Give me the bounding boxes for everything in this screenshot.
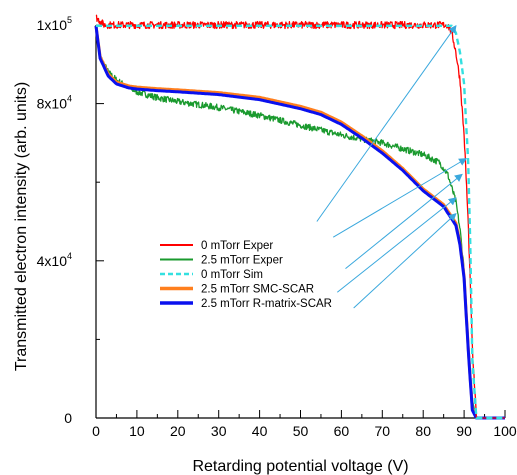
legend: 0 mTorr Exper 2.5 mTorr Exper 0 mTorr Sim 2…	[160, 240, 332, 310]
series-line-0-mtorr-sim	[95, 24, 506, 420]
plot-area	[94, 14, 506, 420]
annotation-arrow	[316, 24, 457, 222]
x-tick-label: 50	[293, 423, 309, 439]
y-axis-title: Transmitted electron intensity (arb. uni…	[13, 82, 30, 371]
x-tick-label: 10	[129, 423, 145, 439]
x-tick-label: 40	[252, 423, 268, 439]
legend-label: 2.5 mTorr SMC-SCAR	[201, 284, 314, 296]
series-line-0-mtorr-exper	[95, 14, 505, 419]
legend-label: 0 mTorr Sim	[201, 269, 263, 281]
x-tick-label: 100	[493, 423, 517, 439]
x-tick-label: 70	[375, 423, 391, 439]
x-tick-label: 20	[170, 423, 186, 439]
x-tick-label: 30	[211, 423, 227, 439]
x-tick-label: 60	[334, 423, 350, 439]
legend-label: 2.5 mTorr R-matrix-SCAR	[201, 298, 332, 310]
y-tick-label: 0	[64, 410, 72, 426]
series-line-2-5-mtorr-exper	[95, 28, 505, 419]
y-tick-label: 8x104	[37, 94, 72, 112]
annotation-arrows	[316, 24, 468, 309]
annotation-arrow	[345, 173, 463, 270]
series-line-2-5-mtorr-smc-scar	[94, 25, 506, 420]
annotation-arrow	[353, 212, 457, 309]
axes: 0 10 20 30 40 50 60 70 80 90 100 0 4x104 8x104 1x105	[37, 15, 517, 439]
annotation-arrow	[332, 158, 468, 238]
series-line-2-5-mtorr-r-matrix-scar	[94, 25, 506, 420]
y-tick-label: 4x104	[37, 251, 72, 269]
x-tick-label: 80	[415, 423, 431, 439]
x-tick-label: 90	[456, 423, 472, 439]
x-tick-label: 0	[92, 423, 100, 439]
legend-label: 0 mTorr Exper	[201, 240, 273, 252]
annotation-arrow	[336, 197, 457, 293]
x-axis-title: Retarding potential voltage (V)	[192, 458, 408, 475]
y-tick-label: 1x105	[37, 15, 72, 33]
legend-label: 2.5 mTorr Exper	[201, 255, 283, 267]
